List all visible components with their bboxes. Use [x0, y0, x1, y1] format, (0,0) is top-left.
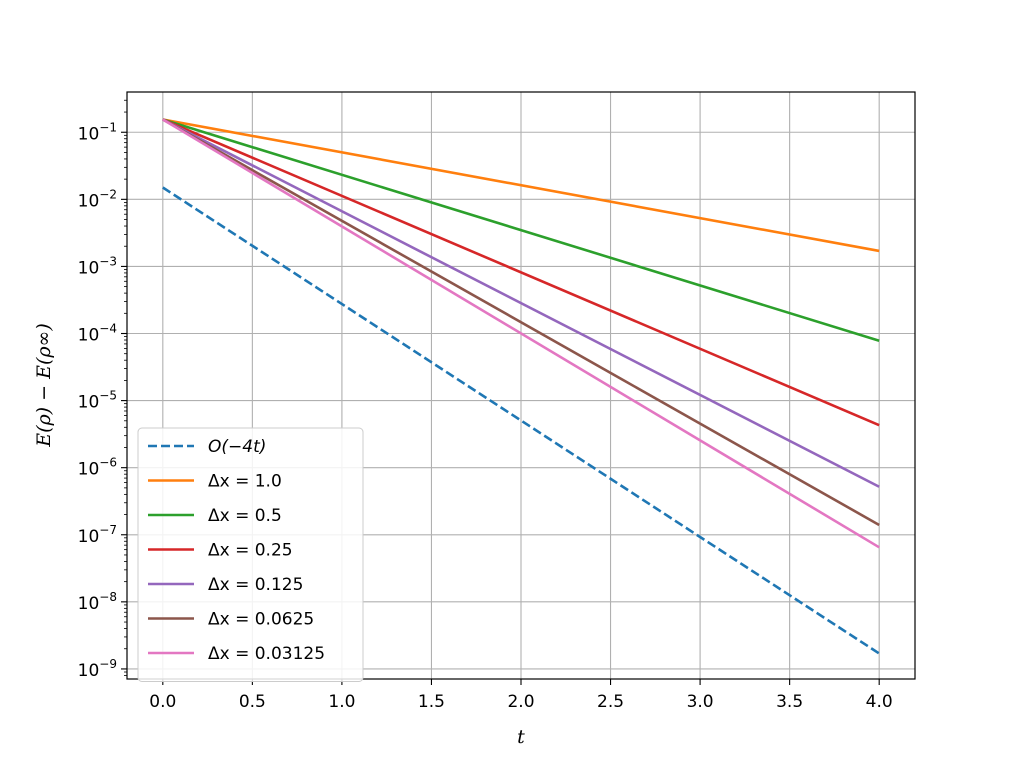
- legend-entry: Δx = 0.125: [208, 575, 303, 595]
- y-axis-label: E(ρ) − E(ρ∞): [33, 323, 55, 448]
- x-axis-ticks: 0.0 0.5 1.0 1.5 2.0 2.5 3.0 3.5 4.0: [149, 679, 893, 712]
- y-tick-label: 10−4: [78, 322, 117, 346]
- y-tick-label: 10−5: [78, 389, 117, 413]
- x-tick-label: 2.5: [597, 692, 624, 712]
- x-tick-label: 0.5: [239, 692, 266, 712]
- x-tick-label: 1.5: [418, 692, 445, 712]
- legend-entry: O(−4t): [208, 437, 266, 457]
- legend-box: [137, 427, 364, 682]
- y-tick-label: 10−9: [78, 657, 117, 681]
- series-line: [162, 118, 880, 427]
- legend-entry: Δx = 0.25: [208, 541, 293, 561]
- legend: O(−4t) Δx = 1.0 Δx = 0.5 Δx = 0.25 Δx = 0.12…: [137, 427, 364, 682]
- series-line: [162, 118, 880, 527]
- y-tick-label: 10−7: [78, 523, 117, 547]
- series-line: [162, 118, 880, 549]
- x-tick-label: 2.0: [507, 692, 534, 712]
- legend-entry: Δx = 1.0: [208, 472, 282, 492]
- series-line: [162, 118, 880, 342]
- x-tick-label: 1.0: [328, 692, 355, 712]
- legend-entry: Δx = 0.0625: [208, 610, 314, 630]
- x-tick-label: 4.0: [866, 692, 893, 712]
- legend-entry: Δx = 0.03125: [208, 644, 325, 664]
- series-line: [162, 118, 880, 488]
- y-tick-label: 10−1: [78, 120, 117, 144]
- legend-entry: Δx = 0.5: [208, 506, 282, 526]
- grid: [127, 92, 915, 679]
- y-tick-label: 10−6: [78, 456, 117, 480]
- series-line: [162, 118, 880, 253]
- y-axis-ticks: 10−1 10−2 10−3 10−4 10−5 10−6 10−7 10−8 10−9: [78, 99, 127, 681]
- x-axis-label: t: [517, 726, 525, 748]
- y-tick-label: 10−2: [78, 187, 117, 211]
- x-tick-label: 3.5: [776, 692, 803, 712]
- y-tick-label: 10−3: [78, 254, 117, 278]
- series-lines: [162, 118, 880, 655]
- y-tick-label: 10−8: [78, 590, 117, 614]
- x-tick-label: 3.0: [687, 692, 714, 712]
- x-tick-label: 0.0: [149, 692, 176, 712]
